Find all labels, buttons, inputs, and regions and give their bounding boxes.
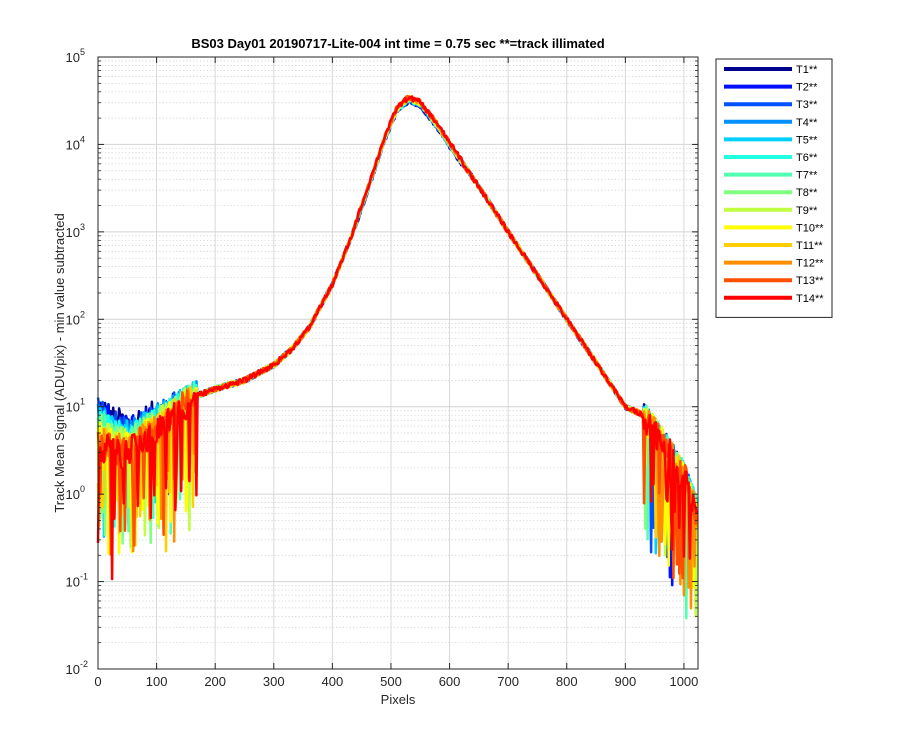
legend-entry: T10** (796, 222, 824, 234)
x-tick-label: 800 (556, 674, 578, 689)
x-tick-label: 500 (380, 674, 402, 689)
y-tick-label-exponent: 4 (80, 134, 85, 144)
legend-entry: T7** (796, 170, 818, 182)
y-tick-label-exponent: 1 (80, 397, 85, 407)
x-tick-label: 400 (322, 674, 344, 689)
x-tick-label: 700 (497, 674, 519, 689)
x-tick-label: 600 (439, 674, 461, 689)
plot-area (98, 57, 698, 669)
legend-entry: T1** (796, 64, 818, 76)
y-tick-label-base: 10 (66, 487, 80, 502)
y-tick-label-base: 10 (66, 225, 80, 240)
axis-ticks: 0 100 200 300 400 500 600 700 800 900 100010-210-1… (66, 47, 699, 689)
x-tick-label: 200 (204, 674, 226, 689)
x-tick-label: 0 (94, 674, 101, 689)
y-axis-label: Track Mean Signal (ADU/pix) - min value … (52, 213, 67, 512)
y-tick-label-exponent: 2 (80, 309, 85, 319)
grid-lines (98, 57, 698, 669)
y-tick-label-base: 10 (66, 137, 80, 152)
x-tick-label: 100 (146, 674, 168, 689)
legend-entry: T3** (796, 99, 818, 111)
series-lines (96, 94, 699, 620)
y-tick-label-exponent: -2 (80, 659, 88, 669)
legend-entry: T5** (796, 134, 818, 146)
y-tick-label-exponent: 3 (80, 222, 85, 232)
y-tick-label-base: 10 (66, 400, 80, 415)
x-axis-label: Pixels (381, 692, 416, 707)
y-tick-label-base: 10 (66, 50, 80, 65)
series-line (96, 95, 699, 581)
chart-title: BS03 Day01 20190717-Lite-004 int time = … (191, 36, 604, 51)
legend-entry: T2** (796, 82, 818, 94)
plot-frame (97, 56, 699, 670)
legend-entry: T13** (796, 275, 824, 287)
x-tick-label: 1000 (669, 674, 698, 689)
y-tick-label-base: 10 (66, 575, 80, 590)
x-tick-label: 900 (614, 674, 636, 689)
x-tick-label: 300 (263, 674, 285, 689)
legend-entry: T12** (796, 258, 824, 270)
legend-entry: T8** (796, 187, 818, 199)
y-tick-label-exponent: 0 (80, 484, 85, 494)
y-tick-label-base: 10 (66, 312, 80, 327)
legend: T1** T2** T3** T4** T5** T6** T7** T8** T9** T10*… (715, 58, 833, 318)
legend-entry: T4** (796, 117, 818, 129)
legend-entry: T9** (796, 205, 818, 217)
y-tick-label-exponent: -1 (80, 572, 88, 582)
legend-entry: T6** (796, 152, 818, 164)
legend-entry: T11** (796, 240, 823, 252)
y-tick-label-base: 10 (66, 662, 80, 677)
y-tick-label-exponent: 5 (80, 47, 85, 57)
legend-box (715, 58, 833, 318)
legend-entry: T14** (796, 293, 824, 305)
